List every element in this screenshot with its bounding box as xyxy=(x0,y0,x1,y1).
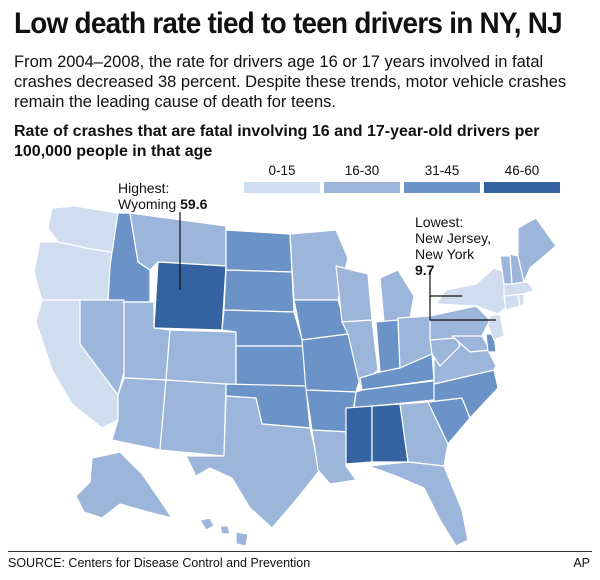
state-nm xyxy=(159,379,227,457)
state-nc xyxy=(427,369,499,419)
legend-item-46-60: 46-60 xyxy=(484,164,560,193)
legend-swatch xyxy=(484,182,560,193)
legend-swatch xyxy=(404,182,480,193)
state-mi xyxy=(379,269,415,323)
state-ks xyxy=(235,345,307,387)
legend-label: 0-15 xyxy=(268,163,296,178)
footer-divider xyxy=(8,551,592,552)
lowest-state-2: New York xyxy=(415,246,475,262)
highest-value: 59.6 xyxy=(180,196,208,212)
state-in xyxy=(375,319,401,373)
state-co xyxy=(165,329,237,386)
state-nv xyxy=(79,299,125,396)
legend-item-16-30: 16-30 xyxy=(324,164,400,193)
map-subtitle: Rate of crashes that are fatal involving… xyxy=(14,123,540,160)
legend: 0-15 16-30 31-45 46-60 xyxy=(0,164,600,194)
state-ms xyxy=(345,405,373,465)
agency-credit: AP xyxy=(573,556,590,570)
legend-swatch xyxy=(244,182,320,193)
lowest-label: Lowest: xyxy=(415,214,464,230)
state-wi xyxy=(335,265,373,323)
state-mo xyxy=(301,333,361,393)
state-tx xyxy=(185,395,321,529)
source-credit: SOURCE: Centers for Disease Control and … xyxy=(8,556,311,570)
state-nd xyxy=(225,229,293,273)
intro-text: From 2004–2008, the rate for drivers age… xyxy=(14,53,567,111)
us-choropleth-map xyxy=(33,205,557,547)
state-mt xyxy=(129,212,227,271)
state-me xyxy=(517,217,557,283)
legend-item-0-15: 0-15 xyxy=(244,164,320,193)
state-fl xyxy=(367,461,469,547)
headline: Low death rate tied to teen drivers in N… xyxy=(14,7,563,40)
state-ct xyxy=(503,293,521,311)
state-or xyxy=(33,241,117,301)
state-sd xyxy=(223,269,295,313)
highest-state: Wyoming 59.6 xyxy=(118,196,207,212)
legend-swatch xyxy=(324,182,400,193)
highest-state-name: Wyoming xyxy=(118,196,177,212)
legend-label: 46-60 xyxy=(504,163,540,178)
lowest-value: 9.7 xyxy=(415,262,435,278)
lowest-leader-line-nj xyxy=(429,296,496,321)
legend-label: 16-30 xyxy=(344,163,380,178)
state-az xyxy=(111,377,167,451)
highest-annotation: Highest: Wyoming 59.6 xyxy=(118,180,207,212)
state-ga xyxy=(399,401,449,467)
state-pa xyxy=(429,305,491,341)
lowest-state-1: New Jersey, xyxy=(415,230,491,246)
legend-label: 31-45 xyxy=(424,163,460,178)
highest-label: Highest: xyxy=(118,180,170,196)
legend-item-31-45: 31-45 xyxy=(404,164,480,193)
state-ak xyxy=(75,451,173,519)
state-wy xyxy=(153,261,227,331)
lowest-annotation: Lowest: New Jersey, New York 9.7 xyxy=(415,214,491,278)
state-hi xyxy=(199,517,249,547)
